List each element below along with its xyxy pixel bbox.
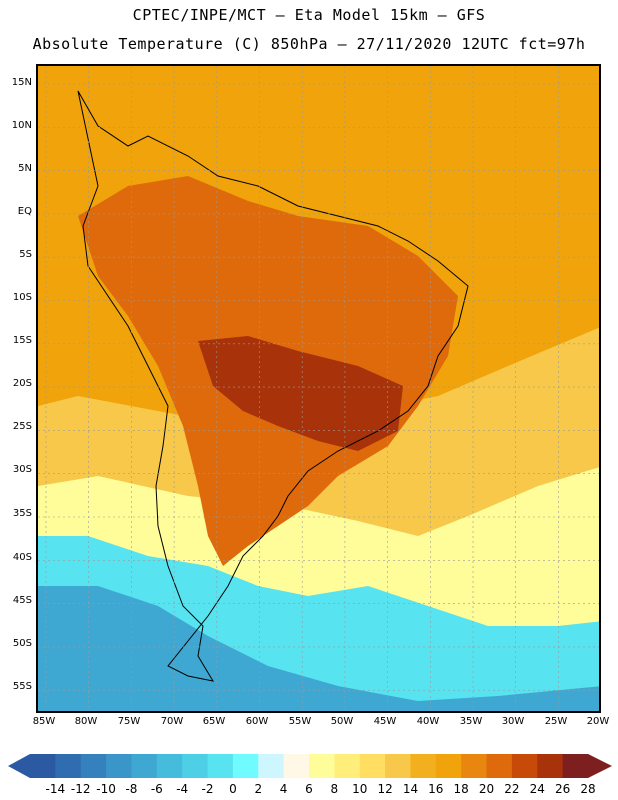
colorbar-segment [461,754,488,778]
lon-label: 65W [202,716,226,727]
colorbar-segment [156,754,183,778]
colorbar-label: -10 [96,782,116,796]
lon-label: 45W [373,716,397,727]
lat-label: 50S [12,638,32,649]
colorbar-segment [258,754,285,778]
colorbar-label: 4 [279,782,288,796]
lon-label: 60W [245,716,269,727]
colorbar-label: -8 [125,782,138,796]
colorbar-segment [207,754,234,778]
lat-label: 10S [12,292,32,303]
colorbar-segment [435,754,462,778]
lat-label: 25S [12,421,32,432]
colorbar-segment [511,754,538,778]
south-cold-region [38,586,599,711]
lat-label: 35S [12,508,32,519]
lat-label: 40S [12,552,32,563]
temperature-map[interactable] [36,64,601,713]
lat-label: 45S [12,595,32,606]
lon-label: 20W [586,716,610,727]
continent-hot-region [198,336,403,451]
colorbar-segment [410,754,437,778]
colorbar-segment [359,754,386,778]
map-title-line1: CPTEC/INPE/MCT – Eta Model 15km – GFS [132,6,486,24]
lon-label: 50W [330,716,354,727]
colorbar-left-arrow [8,754,30,778]
colorbar-segment [283,754,310,778]
colorbar-label: -12 [70,782,91,796]
colorbar-segment [385,754,411,778]
lon-label: 80W [74,716,98,727]
colorbar-label: 6 [305,782,313,796]
colorbar-label: -14 [45,782,66,796]
colorbar-label: 8 [330,782,339,796]
colorbar-label: 28 [580,782,596,796]
colorbar-segment [55,754,82,778]
colorbar-label: 14 [402,782,419,796]
south-america-coastline [77,90,469,682]
lat-label: 5N [18,163,32,174]
colorbar-label: -2 [201,782,214,796]
lon-label: 35W [459,716,483,727]
lat-label: 15S [12,335,32,346]
lon-label: 40W [416,716,440,727]
colorbar-segment [106,754,132,778]
lon-label: 30W [501,716,525,727]
colorbar-label: -6 [150,782,163,796]
colorbar-label: 10 [352,782,368,796]
colorbar-label: 24 [529,782,545,796]
lat-label: 20S [12,378,32,389]
colorbar-label: 2 [254,782,263,796]
colorbar-segment [131,754,158,778]
lat-label: 5S [19,249,32,260]
colorbar-segment [182,754,209,778]
colorbar-segments [30,754,589,778]
colorbar-label: 16 [428,782,444,796]
colorbar-segment [309,754,335,778]
lat-label: 15N [11,77,32,88]
colorbar-segment [232,754,259,778]
colorbar-label: 18 [453,782,469,796]
colorbar-segment [334,754,361,778]
colorbar-segment [537,754,564,778]
colorbar-segment [30,754,56,778]
lon-label: 25W [544,716,568,727]
map-title-line2: Absolute Temperature (C) 850hPa – 27/11/… [32,35,586,53]
map-canvas [38,66,599,711]
colorbar-segment [80,754,107,778]
lat-label: 55S [12,681,32,692]
lat-label: 10N [11,120,32,131]
lon-label: 75W [117,716,141,727]
colorbar-right-arrow [588,754,612,778]
colorbar-label: 12 [377,782,393,796]
colorbar-strip [8,754,612,778]
colorbar-label: 0 [229,782,237,796]
colorbar-segment [562,754,589,778]
colorbar-label: 22 [504,782,520,796]
lon-label: 70W [160,716,184,727]
lat-label: 30S [12,464,32,475]
lon-label: 55W [288,716,312,727]
lon-label: 85W [32,716,56,727]
colorbar-segment [486,754,513,778]
colorbar-label: 26 [554,782,571,796]
colorbar-label: -4 [176,782,189,796]
lat-label: EQ [17,206,32,217]
colorbar-label: 20 [478,782,495,796]
colorbar [0,752,618,798]
